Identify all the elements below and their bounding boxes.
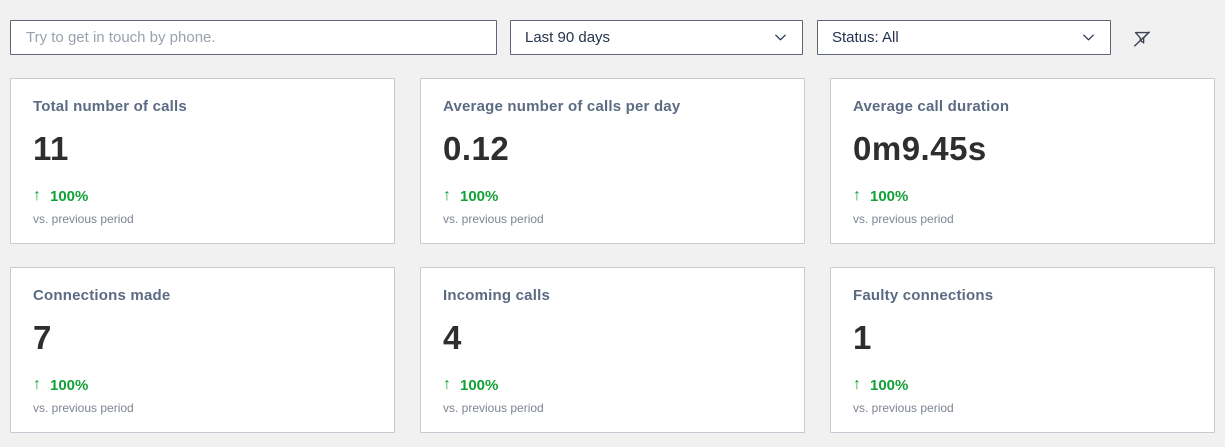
card-title: Incoming calls xyxy=(443,287,550,304)
stats-card-grid: Total number of calls 11 ↑ 100% vs. prev… xyxy=(10,78,1215,433)
trend-value: 100% xyxy=(870,187,909,205)
stat-card-avg-call-duration: Average call duration 0m9.45s ↑ 100% vs.… xyxy=(830,78,1215,244)
trend-value: 100% xyxy=(460,187,499,205)
card-title: Average number of calls per day xyxy=(443,98,681,115)
stat-card-faulty-connections: Faulty connections 1 ↑ 100% vs. previous… xyxy=(830,267,1215,433)
status-value: Status: All xyxy=(832,29,899,46)
comparison-caption: vs. previous period xyxy=(443,401,544,415)
trend-value: 100% xyxy=(460,376,499,394)
trend-indicator: ↑ 100% xyxy=(443,187,782,205)
clear-filter-icon xyxy=(1131,28,1153,50)
chevron-down-icon xyxy=(1081,30,1096,45)
stat-card-incoming-calls: Incoming calls 4 ↑ 100% vs. previous per… xyxy=(420,267,805,433)
card-value: 0m9.45s xyxy=(853,130,987,167)
trend-value: 100% xyxy=(50,187,89,205)
trend-up-arrow-icon: ↑ xyxy=(33,376,41,393)
filter-toolbar: Last 90 days Status: All xyxy=(0,0,1225,55)
card-title: Total number of calls xyxy=(33,98,187,115)
stat-card-total-calls: Total number of calls 11 ↑ 100% vs. prev… xyxy=(10,78,395,244)
comparison-caption: vs. previous period xyxy=(853,212,954,226)
phone-search-input[interactable] xyxy=(10,20,497,55)
comparison-caption: vs. previous period xyxy=(33,212,134,226)
trend-up-arrow-icon: ↑ xyxy=(443,187,451,204)
date-range-value: Last 90 days xyxy=(525,29,611,46)
trend-value: 100% xyxy=(50,376,89,394)
trend-indicator: ↑ 100% xyxy=(33,187,372,205)
comparison-caption: vs. previous period xyxy=(443,212,544,226)
stat-card-connections-made: Connections made 7 ↑ 100% vs. previous p… xyxy=(10,267,395,433)
trend-up-arrow-icon: ↑ xyxy=(853,187,861,204)
card-value: 7 xyxy=(33,319,52,356)
trend-up-arrow-icon: ↑ xyxy=(853,376,861,393)
card-value: 11 xyxy=(33,130,69,167)
trend-indicator: ↑ 100% xyxy=(33,376,372,394)
trend-value: 100% xyxy=(870,376,909,394)
stat-card-avg-calls-per-day: Average number of calls per day 0.12 ↑ 1… xyxy=(420,78,805,244)
card-title: Connections made xyxy=(33,287,171,304)
card-value: 1 xyxy=(853,319,872,356)
trend-indicator: ↑ 100% xyxy=(853,376,1192,394)
trend-up-arrow-icon: ↑ xyxy=(33,187,41,204)
trend-indicator: ↑ 100% xyxy=(853,187,1192,205)
chevron-down-icon xyxy=(773,30,788,45)
comparison-caption: vs. previous period xyxy=(33,401,134,415)
card-value: 0.12 xyxy=(443,130,510,167)
date-range-dropdown[interactable]: Last 90 days xyxy=(510,20,803,55)
card-title: Faulty connections xyxy=(853,287,994,304)
trend-indicator: ↑ 100% xyxy=(443,376,782,394)
comparison-caption: vs. previous period xyxy=(853,401,954,415)
trend-up-arrow-icon: ↑ xyxy=(443,376,451,393)
card-value: 4 xyxy=(443,319,462,356)
card-title: Average call duration xyxy=(853,98,1010,115)
clear-filters-button[interactable] xyxy=(1128,25,1156,53)
status-dropdown[interactable]: Status: All xyxy=(817,20,1111,55)
